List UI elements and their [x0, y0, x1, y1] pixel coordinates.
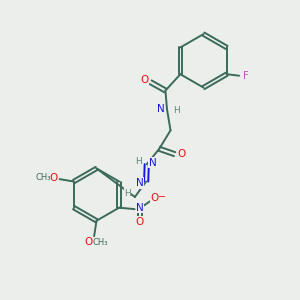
Text: F: F — [243, 71, 248, 81]
Text: O: O — [177, 149, 185, 159]
Text: O: O — [140, 75, 148, 85]
Text: N: N — [157, 104, 164, 114]
Text: −: − — [158, 192, 166, 202]
Text: O: O — [85, 237, 93, 247]
Text: N: N — [136, 203, 144, 213]
Text: O: O — [49, 172, 57, 183]
Text: H: H — [173, 106, 180, 115]
Text: O: O — [136, 217, 144, 226]
Text: N: N — [149, 158, 157, 168]
Text: H: H — [124, 189, 131, 198]
Text: O: O — [151, 193, 159, 203]
Text: CH₃: CH₃ — [92, 238, 108, 247]
Text: CH₃: CH₃ — [35, 173, 51, 182]
Text: N: N — [136, 178, 143, 188]
Text: H: H — [135, 157, 142, 166]
